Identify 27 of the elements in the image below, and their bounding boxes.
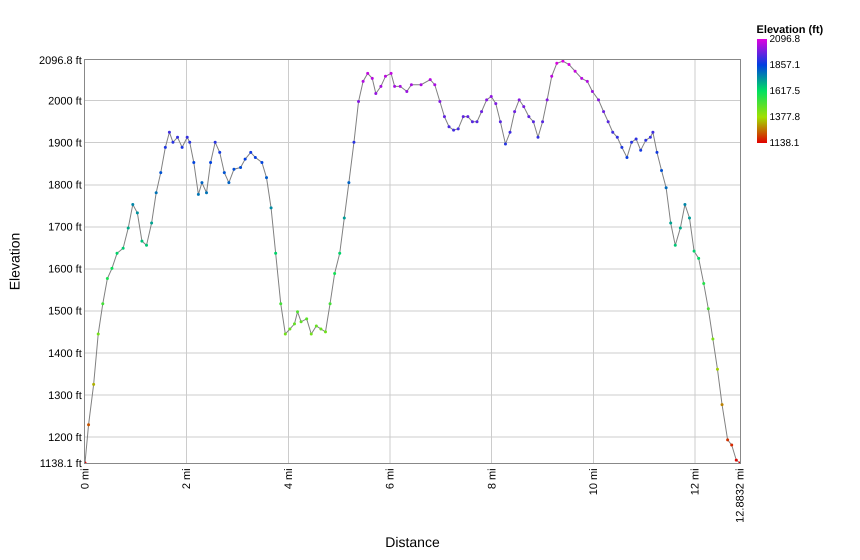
color-bar-title: Elevation (ft) — [756, 24, 824, 36]
y-axis-title: Elevation — [6, 232, 23, 290]
x-tick-label: 10 mi — [588, 468, 600, 496]
y-tick-label: 1900 ft — [48, 138, 82, 150]
x-tick-label: 0 mi — [80, 468, 92, 490]
y-tick-label: 1200 ft — [48, 432, 82, 444]
x-tick-label: 8 mi — [486, 468, 498, 490]
color-bar-label: 1377.8 — [770, 112, 801, 124]
x-tick-label: 4 mi — [282, 468, 295, 490]
y-tick-label: 1138.1 ft — [40, 458, 82, 470]
y-tick-label: 1400 ft — [48, 348, 82, 360]
y-tick-label: 1600 ft — [48, 264, 82, 276]
y-tick-label: 1700 ft — [48, 222, 82, 234]
x-tick-label: 6 mi — [384, 468, 397, 490]
y-tick-label: 2000 ft — [48, 96, 82, 108]
color-bar-label: 1138.1 — [770, 138, 800, 150]
x-tick-label: 12 mi — [690, 468, 702, 496]
color-bar-label: 1617.5 — [770, 86, 801, 98]
color-bar-label: 2096.8 — [770, 34, 801, 46]
color-bar-label: 1857.1 — [770, 60, 801, 72]
y-tick-label: 1800 ft — [48, 180, 82, 192]
x-axis-title: Distance — [385, 534, 440, 550]
x-tick-label: 12.8832 mi — [734, 468, 747, 523]
y-tick-label: 2096.8 ft — [38, 54, 82, 67]
x-tick-label: 2 mi — [181, 468, 194, 490]
y-tick-label: 1300 ft — [48, 390, 82, 402]
y-tick-label: 1500 ft — [48, 306, 82, 318]
